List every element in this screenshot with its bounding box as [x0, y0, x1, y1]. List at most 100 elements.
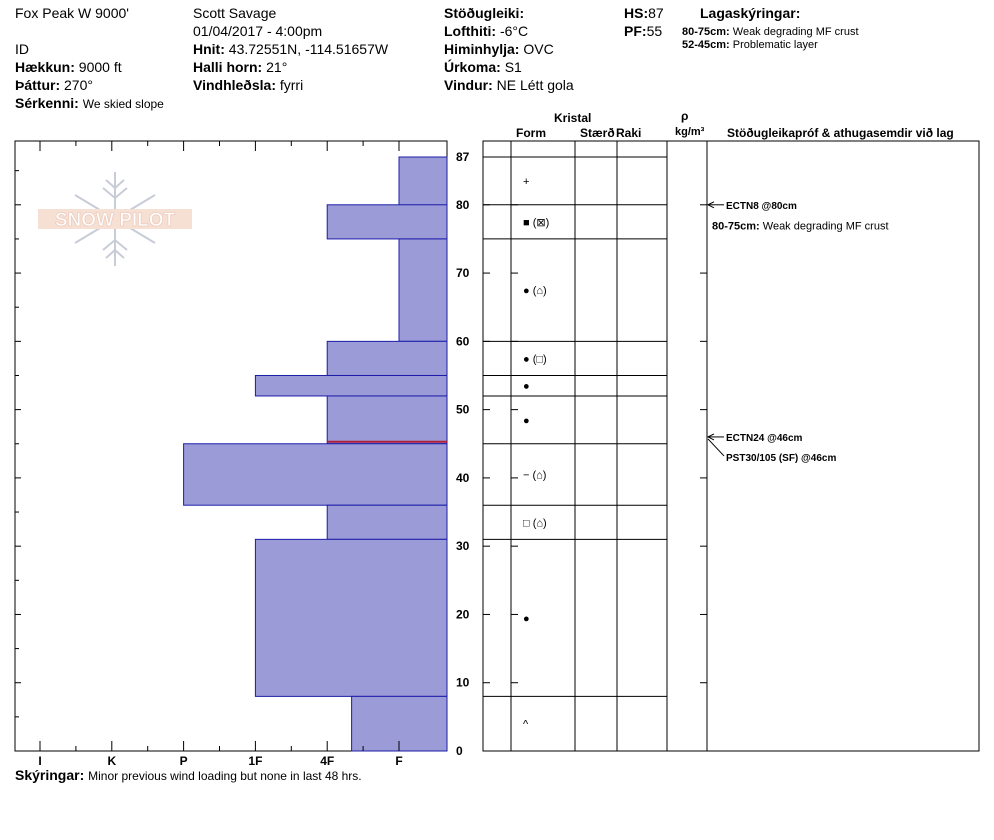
- elevation-label: Hækkun:: [15, 59, 75, 75]
- snowpilot-logo: SNOW PILOT: [38, 172, 192, 266]
- hardness-bar: [398, 238, 448, 342]
- layer-comment-range: 80-75cm:: [712, 220, 763, 232]
- layer-note-range: 52-45cm:: [682, 39, 730, 51]
- hardness-tick-label: K: [107, 754, 116, 768]
- logo-text: SNOW PILOT: [55, 210, 176, 231]
- depth-tick-label: 60: [456, 334, 470, 348]
- penetration-foot-value: 55: [646, 23, 663, 39]
- coordinates-value: 43.72551N, -114.51657W: [228, 41, 389, 57]
- depth-tick-label: 87: [456, 150, 470, 164]
- stability-test-label: PST30/105 (SF) @46cm: [726, 453, 836, 464]
- hardness-tick-label: I: [38, 754, 41, 768]
- sky-cover-label: Himinhylja:: [444, 41, 520, 57]
- observer-name: Scott Savage: [193, 5, 277, 21]
- penetration-foot: PF:55: [624, 23, 662, 39]
- air-temp-value: -6°C: [499, 23, 529, 39]
- features: Sérkenni: We skied slope: [15, 95, 164, 112]
- depth-tick-label: 0: [456, 744, 463, 758]
- id-label: ID: [15, 41, 29, 57]
- crystal-form-label: ●: [523, 613, 530, 625]
- hardness-bar: [254, 538, 448, 697]
- observation-datetime: 01/04/2017 - 4:00pm: [193, 23, 323, 39]
- crystal-form-label: − (⌂): [523, 469, 546, 481]
- stability-test-label: ECTN8 @80cm: [726, 201, 797, 212]
- layer-comment-text: Weak degrading MF crust: [763, 220, 889, 232]
- tests-header: Stöðugleikapróf & athugasemdir við lag: [727, 126, 954, 140]
- depth-tick-label: 10: [456, 676, 470, 690]
- hardness-bar: [326, 340, 448, 376]
- aspect-label: Þáttur:: [15, 77, 61, 93]
- layer-comment: 80-75cm: Weak degrading MF crust: [712, 220, 889, 232]
- crystal-form-label: ■ (⊠): [523, 217, 549, 229]
- snow-height-value: 87: [648, 5, 664, 21]
- sky-cover: Himinhylja: OVC: [444, 41, 554, 57]
- crystal-form-label: ●: [523, 415, 530, 427]
- test-arrow-head: [706, 433, 715, 441]
- logo-band: [38, 209, 192, 229]
- hardness-bar: [326, 504, 448, 540]
- wind-loading-label: Vindhleðsla:: [193, 77, 276, 93]
- precipitation-value: S1: [504, 59, 522, 75]
- location-name: Fox Peak W 9000': [15, 5, 129, 21]
- hardness-tick-label: 4F: [320, 754, 334, 768]
- air-temp: Lofthiti: -6°C: [444, 23, 528, 39]
- layer-grid-frame: [482, 140, 980, 752]
- hardness-bar: [326, 395, 448, 445]
- rho-header: ρ: [681, 109, 689, 123]
- features-value: We skied slope: [82, 97, 164, 111]
- elevation-value: 9000 ft: [78, 59, 122, 75]
- penetration-foot-label: PF:: [624, 23, 647, 39]
- depth-tick-label: 80: [456, 198, 470, 212]
- moisture-header: Raki: [616, 126, 642, 140]
- wind: Vindur: NE Létt gola: [444, 77, 574, 93]
- crystal-form-label: □ (⌂): [523, 517, 547, 529]
- hardness-bar: [326, 204, 448, 240]
- form-header: Form: [516, 126, 546, 140]
- stability-label: Stöðugleiki:: [444, 5, 525, 21]
- test-arrow-head: [706, 201, 715, 209]
- hardness-tick-label: P: [180, 754, 188, 768]
- snow-height-label: HS:: [624, 5, 649, 21]
- depth-tick-label: 40: [456, 471, 470, 485]
- depth-tick-label: 70: [456, 266, 470, 280]
- hardness-tick-label: F: [395, 754, 402, 768]
- crystal-form-label: ●: [523, 381, 530, 393]
- comments-value: Minor previous wind loading but none in …: [88, 769, 362, 783]
- density-unit-header: kg/m³: [675, 126, 705, 138]
- layer-note-text: Problematic layer: [732, 39, 818, 51]
- precipitation-label: Úrkoma:: [444, 59, 501, 75]
- wind-loading: Vindhleðsla: fyrri: [193, 77, 303, 93]
- layer-note: 52-45cm: Problematic layer: [682, 37, 818, 53]
- aspect: Þáttur: 270°: [15, 77, 93, 93]
- aspect-value: 270°: [64, 77, 93, 93]
- depth-tick-label: 50: [456, 403, 470, 417]
- hardness-tick-label: 1F: [248, 754, 262, 768]
- crystal-form-label: ● (□): [523, 353, 547, 365]
- crystal-form-label: +: [523, 176, 529, 188]
- wind-value: NE Létt gola: [496, 77, 574, 93]
- crystal-form-label: ^: [523, 719, 529, 731]
- layer-note-text: Weak degrading MF crust: [732, 26, 859, 38]
- comments-label: Skýringar:: [15, 767, 85, 783]
- layer-note: 80-75cm: Weak degrading MF crust: [682, 24, 859, 40]
- air-temp-label: Lofthiti:: [444, 23, 497, 39]
- test-arrow: [707, 438, 725, 457]
- elevation: Hækkun: 9000 ft: [15, 59, 122, 75]
- slope-angle: Halli horn: 21°: [193, 59, 287, 75]
- crystal-form-label: ● (⌂): [523, 285, 547, 297]
- sky-cover-value: OVC: [523, 41, 554, 57]
- stability: Stöðugleiki:: [444, 5, 524, 21]
- hardness-bar: [183, 443, 448, 506]
- precipitation: Úrkoma: S1: [444, 59, 522, 75]
- stability-test-label: ECTN24 @46cm: [726, 433, 803, 444]
- size-header: Stærð: [580, 126, 615, 140]
- crystal-header: Kristal: [554, 111, 592, 125]
- slope-angle-value: 21°: [266, 59, 288, 75]
- coordinates-label: Hnit:: [193, 41, 225, 57]
- hardness-bar: [254, 374, 448, 397]
- slope-angle-label: Halli horn:: [193, 59, 263, 75]
- layer-note-range: 80-75cm:: [682, 26, 730, 38]
- coordinates: Hnit: 43.72551N, -114.51657W: [193, 41, 388, 57]
- depth-tick-label: 20: [456, 607, 470, 621]
